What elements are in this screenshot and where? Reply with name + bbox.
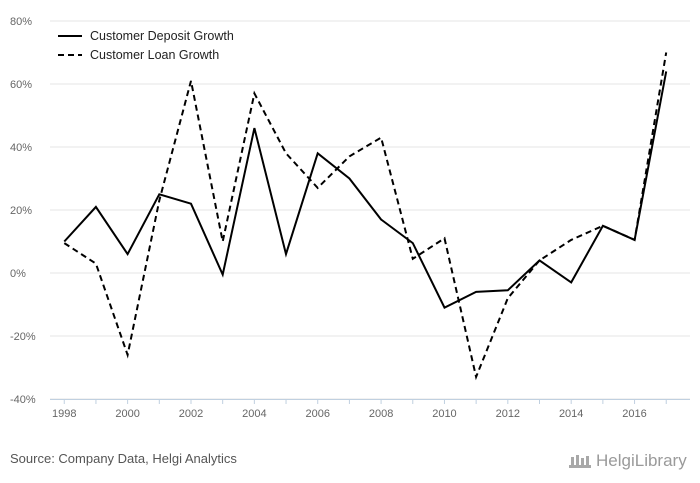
x-tick-label: 2008: [369, 408, 393, 420]
series: [63, 52, 668, 381]
library-icon: [569, 455, 591, 468]
x-tick-label: 2002: [179, 408, 203, 420]
y-tick-label: 0%: [10, 268, 26, 280]
brand-logo: HelgiLibrary: [568, 450, 687, 472]
x-tick-label: 2000: [115, 408, 139, 420]
line-chart: 80% 60% 40% 20% 0% -20% -40% 1998 2000 2002 2004 20…: [10, 16, 690, 420]
y-tick-label: 20%: [10, 205, 32, 217]
x-tick-label: 1998: [52, 408, 76, 420]
x-tick-label: 2010: [432, 408, 456, 420]
legend: Customer Deposit Growth Customer Loan Gro…: [58, 29, 234, 62]
series-line-1: [63, 71, 668, 309]
x-tick-label: 2014: [559, 408, 583, 420]
y-tick-label: -40%: [10, 394, 36, 406]
y-tick-label: 60%: [10, 79, 32, 91]
axes: 80% 60% 40% 20% 0% -20% -40% 1998 2000 2002 2004 20…: [10, 16, 690, 420]
series-line-2: [63, 52, 668, 381]
y-tick-label: -20%: [10, 331, 36, 343]
gridlines: [50, 20, 690, 400]
x-tick-label: 2006: [305, 408, 329, 420]
brand-name: HelgiLibrary: [596, 451, 687, 470]
y-tick-label: 80%: [10, 16, 32, 28]
x-tick-label: 2004: [242, 408, 266, 420]
legend-label-2: Customer Loan Growth: [90, 48, 219, 62]
x-tick-label: 2016: [622, 408, 646, 420]
source-note: Source: Company Data, Helgi Analytics: [10, 451, 237, 466]
x-tick-label: 2012: [496, 408, 520, 420]
legend-label-1: Customer Deposit Growth: [90, 29, 234, 43]
y-tick-label: 40%: [10, 142, 32, 154]
